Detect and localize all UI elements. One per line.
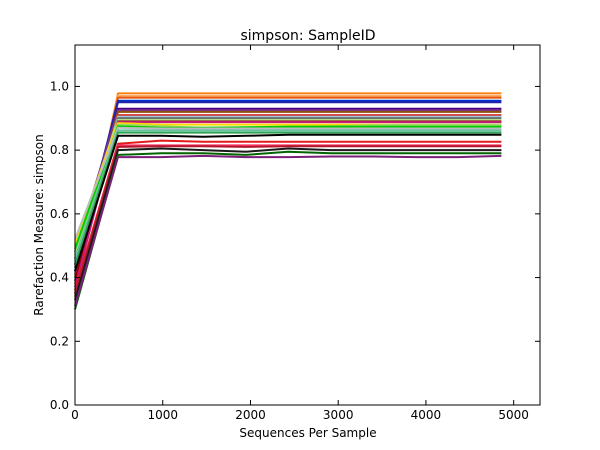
series-line-10	[74, 115, 502, 262]
series-line-26	[74, 150, 502, 310]
x-tick-label: 1000	[147, 408, 178, 422]
series-line-24	[74, 145, 502, 294]
series-line-21	[74, 133, 502, 272]
y-axis: 0.0 0.2 0.4 0.6 0.8 1.0	[50, 79, 540, 412]
plot-border	[74, 44, 541, 406]
y-axis-label: Rarefaction Measure: simpson	[32, 134, 46, 315]
y-tick-label: 0.4	[50, 271, 69, 285]
chart-title: simpson: SampleID	[240, 28, 375, 44]
x-tick-label: 2000	[235, 408, 266, 422]
series-line-25	[74, 147, 502, 301]
y-tick-label: 0.2	[50, 334, 69, 348]
x-tick-label: 3000	[323, 408, 354, 422]
series-line-14	[74, 121, 502, 288]
series-line-11	[74, 117, 502, 269]
x-tick-label: 0	[71, 408, 79, 422]
series-line-3	[74, 96, 502, 285]
series-line-8	[74, 110, 502, 278]
series-layer	[74, 92, 502, 310]
series-line-5	[74, 101, 502, 266]
series-line-2	[74, 95, 502, 291]
series-line-7	[74, 109, 502, 253]
y-tick-label: 1.0	[50, 79, 69, 93]
series-line-19	[74, 129, 502, 259]
x-tick-label: 5000	[498, 408, 529, 422]
plot-area	[74, 44, 541, 406]
y-tick-label: 0.8	[50, 143, 69, 157]
series-line-18	[74, 126, 502, 240]
y-tick-label: 0.0	[50, 398, 69, 412]
series-line-27	[74, 154, 502, 307]
series-line-20	[74, 131, 502, 266]
series-line-4	[74, 99, 502, 272]
y-tick-label: 0.6	[50, 207, 69, 221]
x-axis-label: Sequences Per Sample	[239, 426, 376, 440]
series-line-12	[74, 118, 502, 247]
series-line-22	[74, 139, 502, 291]
series-line-9	[74, 114, 502, 275]
x-axis: 0 1000 2000 3000 4000 5000	[71, 45, 529, 422]
series-line-1	[74, 92, 502, 297]
plot-background	[75, 45, 540, 405]
series-line-6	[74, 107, 502, 259]
x-tick-label: 4000	[411, 408, 442, 422]
